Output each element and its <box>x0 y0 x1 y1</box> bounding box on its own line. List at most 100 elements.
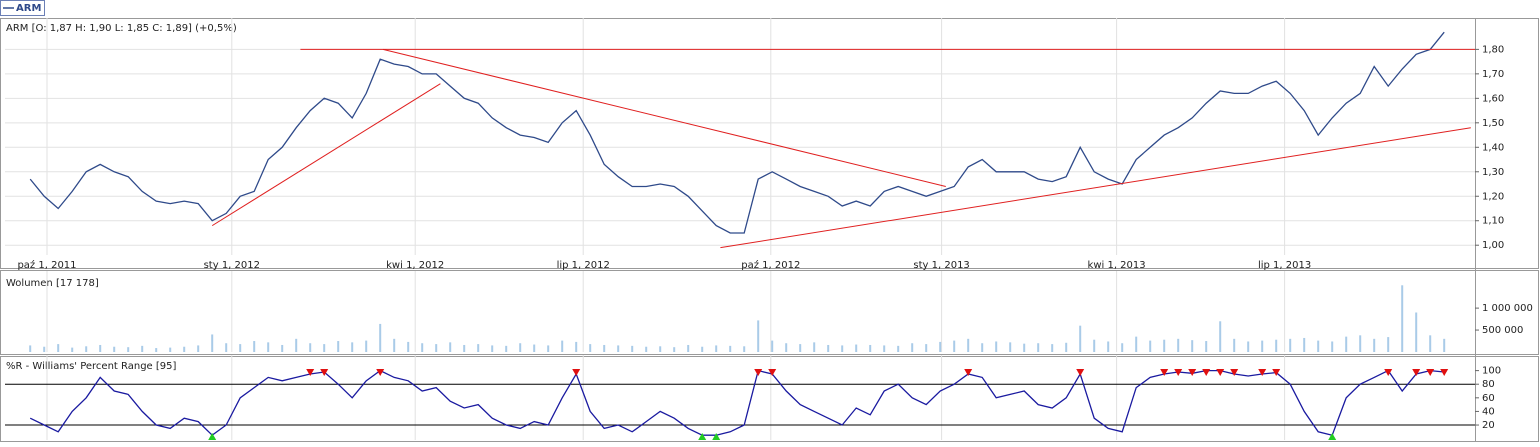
volume-bar <box>617 345 620 352</box>
volume-bar <box>827 344 830 352</box>
volume-bar <box>393 338 396 352</box>
volume-bar <box>127 347 130 352</box>
volume-bar <box>1345 336 1348 352</box>
volume-bar <box>813 342 816 352</box>
volume-bar <box>99 344 102 352</box>
volume-bar <box>85 346 88 352</box>
series-line <box>29 31 1445 234</box>
volume-bar <box>57 344 60 352</box>
volume-bar <box>1359 335 1362 352</box>
volume-bar <box>869 344 872 352</box>
volume-bar <box>1401 285 1404 352</box>
volume-bar <box>1415 312 1418 352</box>
volume-bar <box>337 341 340 352</box>
volume-bar <box>1289 338 1292 352</box>
volume-bar <box>701 346 704 352</box>
volume-bar <box>323 344 326 352</box>
volume-bar <box>1247 341 1250 352</box>
volume-bar <box>743 346 746 352</box>
volume-bar <box>281 344 284 352</box>
volume-bar <box>1037 343 1040 352</box>
volume-bar <box>729 345 732 352</box>
volume-bar <box>225 343 228 352</box>
volume-bar <box>267 342 270 352</box>
volume-bar <box>155 348 158 352</box>
volume-bar <box>1233 338 1236 352</box>
y-tick-label: 100 <box>1482 366 1501 377</box>
volume-bar <box>407 341 410 352</box>
volume-bar <box>463 344 466 352</box>
y-tick-label: 1,30 <box>1482 167 1504 178</box>
volume-bar <box>491 345 494 352</box>
williams-panel <box>0 356 1539 442</box>
buy-signal <box>712 433 721 440</box>
volume-bar <box>995 341 998 352</box>
volume-bar <box>1009 342 1012 352</box>
volume-bar <box>589 344 592 352</box>
volume-bar <box>71 347 74 352</box>
sell-signal <box>1216 369 1225 376</box>
volume-bar <box>855 344 858 352</box>
y-tick-label: 500 000 <box>1482 325 1523 336</box>
volume-bar <box>1373 338 1376 352</box>
volume-bar <box>197 345 200 352</box>
volume-bar <box>1331 341 1334 352</box>
y-tick-label: 1,70 <box>1482 69 1504 80</box>
sell-signal <box>572 369 581 376</box>
volume-bar <box>1443 338 1446 352</box>
volume-bar <box>449 342 452 352</box>
x-tick-label: lip 1, 2013 <box>1258 260 1311 271</box>
volume-bar <box>785 343 788 352</box>
volume-bar <box>113 346 116 352</box>
volume-bar <box>659 346 662 352</box>
volume-bar <box>505 345 508 352</box>
volume-bar <box>29 345 32 352</box>
sell-signal <box>1188 369 1197 376</box>
volume-bar <box>1079 325 1082 352</box>
volume-bar <box>253 341 256 352</box>
y-tick-label: 1,80 <box>1482 44 1504 55</box>
volume-bar <box>841 345 844 352</box>
volume-bar <box>897 345 900 352</box>
volume-bar <box>351 342 354 352</box>
volume-bar <box>533 344 536 352</box>
volume-bar <box>575 341 578 352</box>
volume-bar <box>1023 343 1026 352</box>
volume-title: Wolumen [17 178] <box>6 278 99 289</box>
volume-bar <box>981 343 984 352</box>
sell-signal <box>306 369 315 376</box>
volume-bar <box>631 345 634 352</box>
trend-line <box>211 83 441 227</box>
sell-signal <box>1160 369 1169 376</box>
trend-line <box>382 48 946 187</box>
sell-signal <box>1272 369 1281 376</box>
sell-signal <box>1440 369 1449 376</box>
y-tick-label: 80 <box>1482 379 1495 390</box>
price-title: ARM [O: 1,87 H: 1,90 L: 1,85 C: 1,89] (+… <box>6 23 237 34</box>
volume-bar <box>239 344 242 352</box>
volume-bar <box>169 347 172 352</box>
volume-bar <box>211 334 214 352</box>
volume-bar <box>477 344 480 352</box>
volume-bar <box>43 346 46 352</box>
volume-bar <box>1387 337 1390 352</box>
volume-bar <box>1093 339 1096 352</box>
volume-bar <box>365 340 368 352</box>
sell-signal <box>320 369 329 376</box>
y-tick-label: 1,50 <box>1482 118 1504 129</box>
y-tick-label: 1,60 <box>1482 93 1504 104</box>
volume-bar <box>603 344 606 352</box>
y-tick-label: 1,00 <box>1482 240 1504 251</box>
buy-signal <box>698 433 707 440</box>
volume-bar <box>379 323 382 352</box>
volume-bar <box>645 346 648 352</box>
volume-bar <box>1219 321 1222 352</box>
x-tick-label: paź 1, 2011 <box>17 259 76 271</box>
volume-bar <box>141 345 144 352</box>
volume-bar <box>561 340 564 352</box>
volume-bar <box>925 344 928 352</box>
x-tick-label: sty 1, 2012 <box>204 260 260 271</box>
y-tick-label: 1 000 000 <box>1482 303 1533 314</box>
legend-box <box>0 0 45 16</box>
